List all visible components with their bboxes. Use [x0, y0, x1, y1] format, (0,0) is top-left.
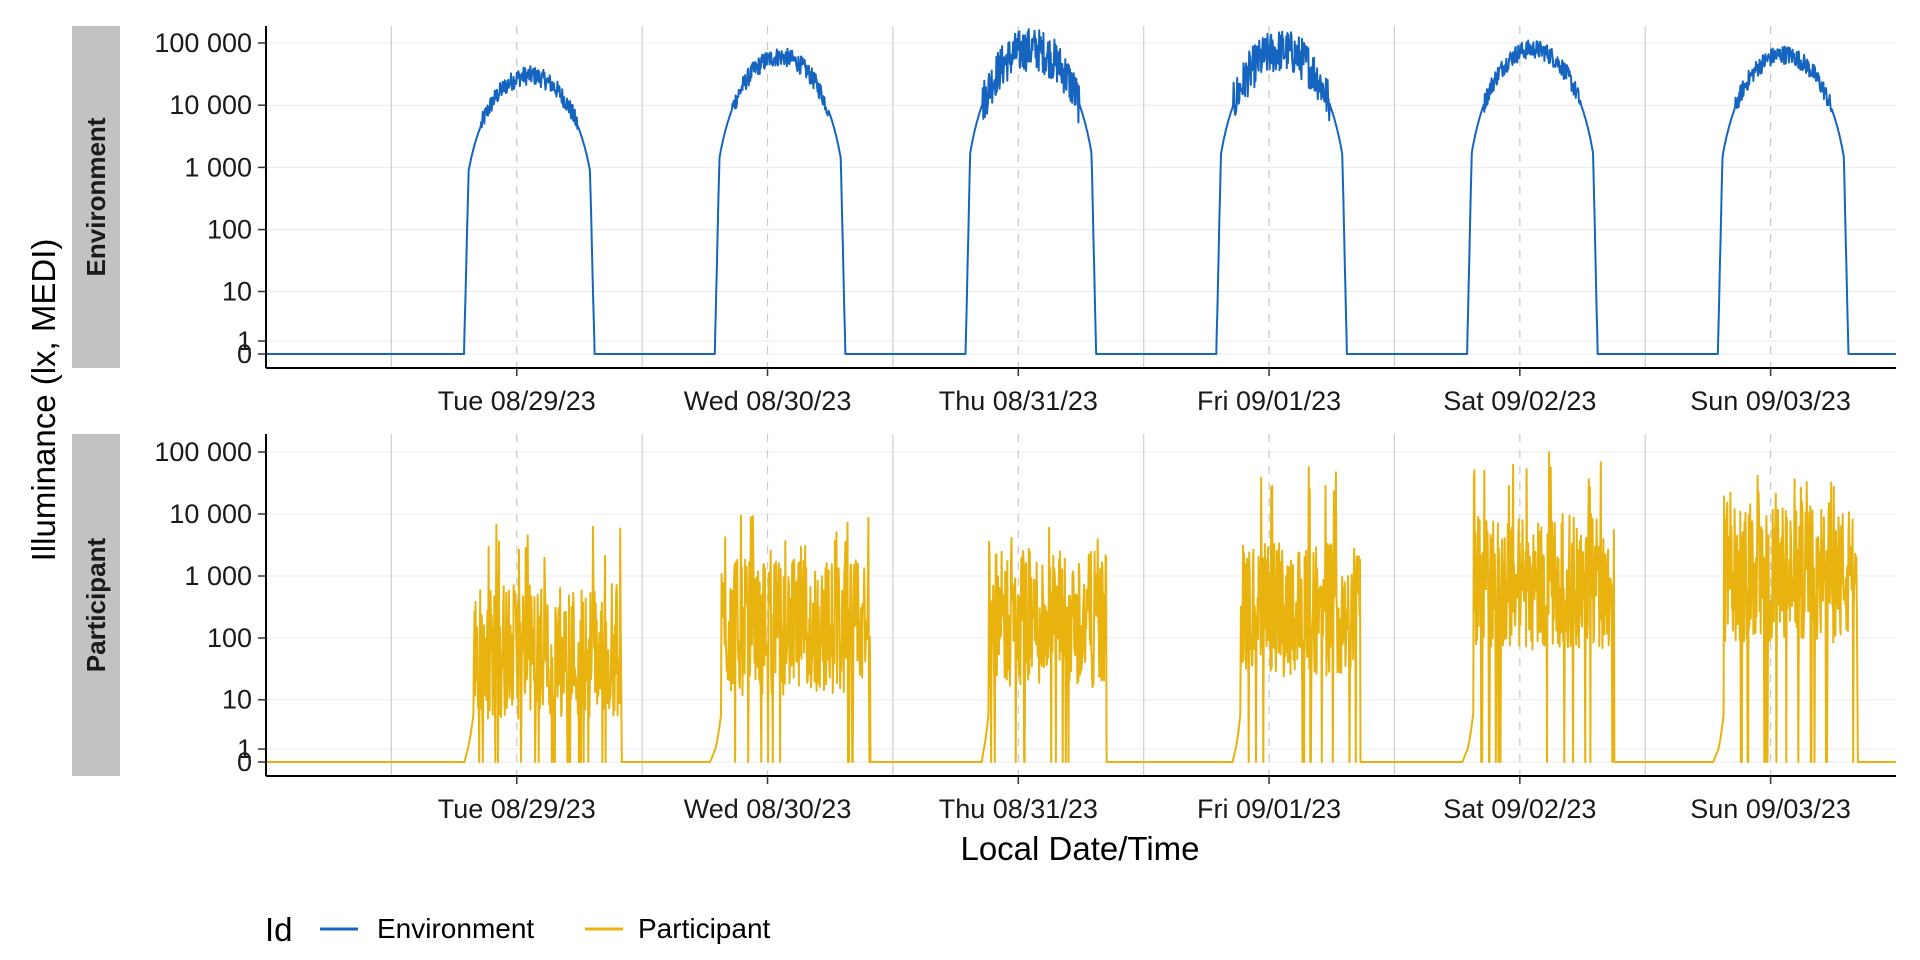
x-axis-title: Local Date/Time — [960, 830, 1199, 867]
x-tick-label: Wed 08/30/23 — [684, 386, 852, 416]
series-line-participant — [266, 451, 1896, 763]
legend-label-participant: Participant — [638, 913, 771, 944]
x-tick-label: Wed 08/30/23 — [684, 794, 852, 824]
y-tick-label: 100 — [207, 623, 252, 653]
y-tick-label: 100 000 — [154, 437, 252, 467]
x-tick-label: Sat 09/02/23 — [1443, 386, 1596, 416]
x-tick-label: Thu 08/31/23 — [939, 794, 1098, 824]
x-tick-label: Tue 08/29/23 — [438, 794, 596, 824]
x-tick-label: Tue 08/29/23 — [438, 386, 596, 416]
legend-label-environment: Environment — [377, 913, 534, 944]
x-tick-label: Fri 09/01/23 — [1197, 794, 1341, 824]
y-tick-label: 100 — [207, 215, 252, 245]
strip-label-environment: Environment — [81, 117, 111, 276]
y-tick-label: 10 000 — [169, 90, 252, 120]
y-tick-label: 1 000 — [184, 152, 252, 182]
y-tick-label: 10 — [222, 277, 252, 307]
x-tick-label: Thu 08/31/23 — [939, 386, 1098, 416]
x-tick-label: Sun 09/03/23 — [1690, 794, 1851, 824]
legend: Id Environment Participant — [265, 911, 771, 948]
panel-environment: Environment 01 10 100 1 000 10 000 100 000 Tu… — [72, 26, 1896, 416]
series-line-environment — [266, 28, 1896, 355]
x-tick-label: Sat 09/02/23 — [1443, 794, 1596, 824]
y-tick-label: 1 000 — [184, 561, 252, 591]
strip-label-participant: Participant — [81, 537, 111, 672]
panel-participant: Participant 01 10 100 1 000 10 000 100 000 Tu… — [72, 434, 1896, 824]
y-tick-label: 1 — [237, 734, 252, 764]
y-axis-title: Illuminance (lx, MEDI) — [25, 239, 62, 562]
y-tick-label: 10 — [222, 685, 252, 715]
legend-title: Id — [265, 911, 293, 948]
y-tick-label: 0 — [237, 339, 252, 369]
x-tick-label: Fri 09/01/23 — [1197, 386, 1341, 416]
y-tick-label: 100 000 — [154, 28, 252, 58]
strip-environment — [72, 26, 120, 368]
x-tick-label: Sun 09/03/23 — [1690, 386, 1851, 416]
y-tick-label: 0 — [237, 747, 252, 777]
y-tick-label: 1 — [237, 326, 252, 356]
y-tick-label: 10 000 — [169, 499, 252, 529]
strip-participant — [72, 434, 120, 776]
